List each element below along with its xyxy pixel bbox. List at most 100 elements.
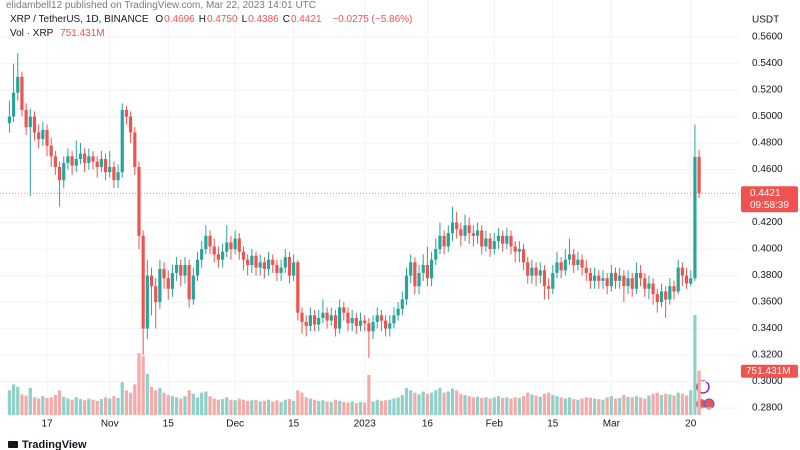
candle-body bbox=[208, 235, 212, 247]
candle-body bbox=[183, 264, 187, 276]
candle-body bbox=[693, 156, 697, 279]
candle-body bbox=[496, 235, 501, 242]
volume-bar bbox=[312, 399, 317, 415]
candle-body bbox=[220, 251, 225, 260]
volume-bar bbox=[605, 397, 609, 415]
logo-text: TradingView bbox=[22, 439, 87, 450]
candle-body bbox=[622, 275, 626, 287]
volume-bar bbox=[572, 399, 576, 415]
volume-bar bbox=[333, 399, 338, 415]
volume-bar bbox=[634, 396, 638, 415]
y-tick-label: 0.5400 bbox=[752, 58, 783, 69]
x-tick-label: 15 bbox=[288, 419, 300, 430]
volume-bar bbox=[371, 401, 375, 415]
volume-bar bbox=[145, 373, 149, 415]
volume-bar bbox=[250, 400, 254, 415]
y-tick-label: 0.5200 bbox=[752, 85, 783, 96]
volume-bar bbox=[484, 397, 488, 415]
volume-bar bbox=[384, 400, 388, 415]
volume-bar bbox=[329, 402, 333, 415]
candle-body bbox=[630, 278, 634, 289]
volume-bar bbox=[283, 399, 287, 415]
volume-bar bbox=[304, 397, 308, 415]
candle-body bbox=[534, 267, 538, 276]
volume-bar bbox=[254, 399, 258, 415]
candle-body bbox=[350, 317, 354, 324]
candle-body bbox=[166, 278, 170, 289]
volume-bar bbox=[542, 393, 547, 415]
candle-body bbox=[246, 259, 250, 265]
candle-body bbox=[158, 268, 162, 303]
candle-body bbox=[388, 323, 392, 329]
candle-body bbox=[572, 254, 576, 265]
candle-body bbox=[664, 291, 668, 300]
y-tick-label: 0.4200 bbox=[752, 217, 783, 228]
volume-bar bbox=[475, 396, 480, 415]
candle-body bbox=[279, 267, 283, 273]
candle-body bbox=[32, 116, 37, 133]
volume-label-box bbox=[741, 364, 798, 378]
volume-bar bbox=[53, 395, 57, 415]
candles bbox=[7, 52, 701, 358]
candle-body bbox=[505, 235, 509, 244]
x-tick-label: 17 bbox=[41, 419, 53, 430]
x-tick-label: 20 bbox=[685, 419, 697, 430]
volume-bar bbox=[11, 384, 16, 415]
volume-bar bbox=[124, 390, 129, 415]
volume-bar bbox=[505, 397, 509, 415]
volume-bar bbox=[204, 391, 208, 415]
candle-body bbox=[467, 225, 471, 234]
candle-body bbox=[229, 242, 233, 250]
volume-bar bbox=[200, 392, 204, 415]
volume-bar bbox=[308, 398, 312, 415]
volume-bar bbox=[684, 395, 689, 415]
candle-body bbox=[446, 233, 450, 247]
candle-body bbox=[638, 272, 643, 279]
volume-bar bbox=[517, 397, 521, 415]
candle-body bbox=[555, 262, 559, 273]
candle-body bbox=[475, 230, 480, 236]
candle-body bbox=[509, 235, 513, 247]
candle-body bbox=[28, 116, 32, 128]
volume-bar bbox=[530, 394, 534, 415]
ohlc-value: 0.4750 bbox=[206, 14, 238, 25]
candle-body bbox=[275, 264, 279, 273]
volume-bar bbox=[346, 402, 350, 415]
volume-bar bbox=[463, 395, 467, 415]
candle-body bbox=[78, 153, 83, 159]
volume-bar bbox=[74, 397, 78, 415]
candle-body bbox=[517, 249, 521, 252]
x-tick-label: Dec bbox=[226, 419, 244, 430]
volume-bar bbox=[358, 402, 363, 415]
x-tick-label: 15 bbox=[163, 419, 175, 430]
candle-body bbox=[338, 307, 342, 329]
volume-bar bbox=[442, 392, 446, 415]
candle-body bbox=[450, 222, 455, 234]
candle-body bbox=[83, 153, 87, 163]
volume-bar bbox=[618, 397, 622, 415]
candle-body bbox=[576, 259, 580, 265]
volume-bar bbox=[350, 401, 354, 415]
volume-bar bbox=[170, 396, 175, 415]
candle-body bbox=[57, 166, 62, 181]
candle-body bbox=[49, 145, 53, 157]
volume-bar bbox=[149, 386, 154, 415]
candle-body bbox=[442, 235, 446, 247]
candle-body bbox=[551, 272, 555, 289]
volume-bar bbox=[392, 398, 396, 415]
candle-body bbox=[254, 255, 258, 268]
currency-label: USDT bbox=[752, 15, 779, 26]
volume-bar bbox=[91, 399, 95, 415]
volume-bar bbox=[434, 390, 438, 415]
candle-body bbox=[191, 275, 195, 300]
candle-body bbox=[212, 246, 216, 255]
volume-bar bbox=[262, 400, 266, 415]
volume-bar bbox=[87, 398, 91, 415]
candle-body bbox=[626, 278, 630, 287]
candle-body bbox=[613, 272, 618, 281]
ohlc: O0.4696 H0.4750 L0.4386 C0.4421 bbox=[155, 14, 325, 25]
candle-body bbox=[588, 272, 593, 281]
volume-bar bbox=[622, 395, 626, 415]
candle-body bbox=[99, 158, 103, 167]
